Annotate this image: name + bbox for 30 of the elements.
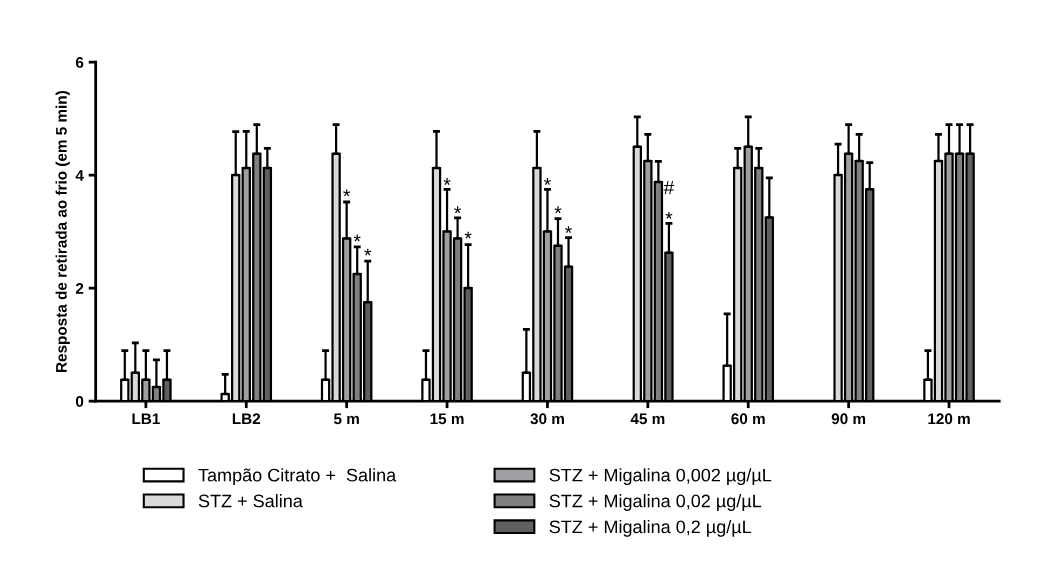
legend-label: STZ + Migalina 0,2 µg/µL	[549, 519, 752, 537]
x-tick-label: 60 m	[731, 413, 765, 425]
annotation: *	[454, 206, 462, 214]
x-tick-label: 45 m	[630, 413, 665, 425]
annotation: *	[443, 178, 451, 185]
y-axis-title: Resposta de retirada ao frio (em 5 min)	[55, 91, 70, 372]
annotation: *	[343, 189, 351, 197]
x-tick-label: LB2	[232, 413, 261, 425]
y-tick-label: 2	[75, 283, 84, 294]
annotation: *	[364, 248, 372, 256]
x-tick-label: 90 m	[831, 413, 866, 425]
legend-label: Tampão Citrato + Salina	[198, 468, 397, 486]
y-tick-label: 6	[75, 57, 84, 68]
annotation: *	[565, 226, 573, 233]
x-tick-label: 5 m	[333, 413, 359, 425]
annotation: *	[554, 206, 562, 214]
legend-label: STZ + Salina	[198, 494, 303, 508]
legend-label: STZ + Migalina 0,002 µg/µL	[549, 468, 772, 486]
x-tick-label: LB1	[132, 413, 160, 425]
annotation: *	[464, 231, 472, 239]
annotation: *	[543, 178, 551, 185]
x-tick-label: 30 m	[530, 413, 564, 425]
annotation: #	[663, 181, 675, 195]
x-tick-label: 120 m	[928, 413, 970, 425]
annotation: *	[353, 234, 361, 242]
y-tick-label: 0	[75, 396, 84, 407]
x-tick-label: 15 m	[430, 413, 464, 425]
annotation: *	[665, 212, 673, 219]
y-tick-label: 4	[75, 170, 84, 181]
legend-label: STZ + Migalina 0,02 µg/µL	[549, 494, 762, 511]
